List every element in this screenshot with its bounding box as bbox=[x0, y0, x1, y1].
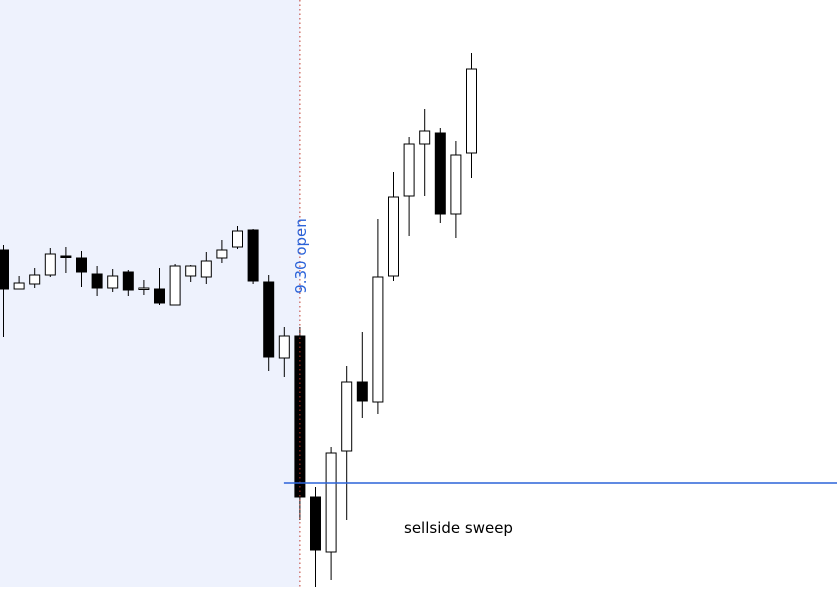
bearish-candle bbox=[356, 381, 368, 402]
bearish-candle bbox=[0, 249, 9, 290]
bullish-candle bbox=[388, 196, 399, 277]
bullish-candle bbox=[450, 154, 462, 215]
bearish-candle bbox=[263, 281, 275, 358]
bearish-candle bbox=[247, 229, 259, 282]
bearish-candle bbox=[91, 273, 103, 289]
bearish-candle bbox=[122, 271, 134, 291]
bullish-candle bbox=[216, 249, 228, 259]
bullish-candle bbox=[341, 381, 353, 452]
bearish-candle bbox=[76, 257, 87, 273]
bullish-candle bbox=[403, 143, 415, 197]
open-label: 9.30 open bbox=[292, 218, 310, 294]
bullish-candle bbox=[13, 282, 25, 290]
bullish-candle bbox=[138, 287, 150, 290]
bullish-candle bbox=[29, 274, 41, 285]
bullish-candle bbox=[419, 130, 431, 145]
bullish-candle bbox=[200, 260, 212, 278]
bearish-candle bbox=[310, 496, 321, 551]
bearish-candle bbox=[294, 335, 306, 498]
bearish-candle bbox=[434, 132, 446, 215]
bullish-candle bbox=[44, 253, 56, 276]
bullish-candle bbox=[232, 230, 243, 248]
bearish-candle bbox=[154, 288, 165, 304]
bearish-candle bbox=[60, 255, 72, 258]
bullish-candle bbox=[372, 276, 384, 403]
bullish-candle bbox=[107, 275, 119, 289]
bullish-candle bbox=[278, 335, 290, 359]
bullish-candle bbox=[325, 452, 337, 553]
bullish-candle bbox=[185, 265, 197, 277]
candles-group bbox=[0, 53, 477, 587]
sweep-label: sellside sweep bbox=[404, 519, 513, 537]
bullish-candle bbox=[169, 265, 181, 306]
premarket-shade bbox=[0, 0, 300, 587]
bullish-candle bbox=[466, 68, 477, 154]
